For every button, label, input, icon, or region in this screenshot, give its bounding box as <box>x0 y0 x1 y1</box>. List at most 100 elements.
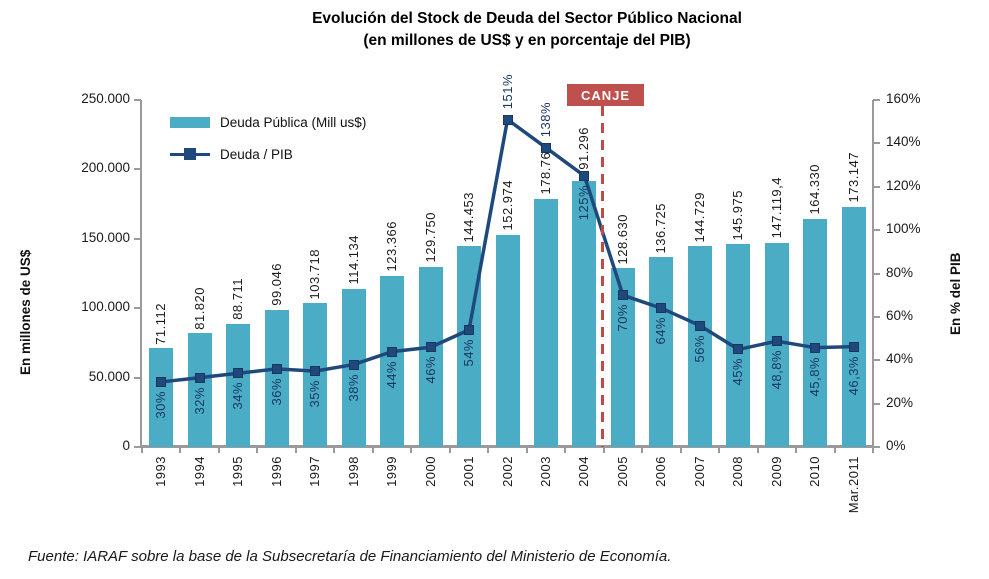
right-axis-tick <box>873 185 880 188</box>
source-note: Fuente: IARAF sobre la base de la Subsec… <box>28 548 672 565</box>
x-tick-label: 2010 <box>807 456 823 487</box>
x-axis-tick <box>641 448 644 453</box>
y-tick-label-left: 250.000 <box>81 91 130 106</box>
pct-label: 151% <box>499 74 515 110</box>
bar-value-label: 99.046 <box>268 262 284 306</box>
pct-label: 35% <box>307 380 323 408</box>
bar <box>495 234 520 447</box>
right-axis-tick <box>873 402 880 405</box>
line-marker <box>348 359 359 370</box>
pct-label: 64% <box>653 317 669 345</box>
line-marker <box>656 303 667 314</box>
x-tick-label: 2003 <box>537 456 553 487</box>
pct-label: 45,8% <box>807 356 823 397</box>
bar-value-label: 164.330 <box>807 164 823 215</box>
right-axis-tick <box>873 359 880 362</box>
line-marker <box>271 363 282 374</box>
y-tick-label-right: 80% <box>886 264 914 280</box>
left-axis-tick <box>134 307 141 310</box>
legend-line-label: Deuda / PIB <box>220 146 293 162</box>
right-axis-tick <box>873 142 880 145</box>
left-axis-tick <box>134 376 141 379</box>
y-tick-label-right: 0% <box>886 438 906 453</box>
y-tick-label-left: 200.000 <box>81 160 130 176</box>
y-tick-label-left: 100.000 <box>81 299 130 315</box>
x-axis-tick <box>217 448 220 453</box>
line-marker <box>425 342 436 353</box>
canje-label: CANJE <box>567 84 644 106</box>
x-tick-label: 2008 <box>730 456 746 487</box>
line-marker <box>540 142 551 153</box>
x-tick-label: 2004 <box>576 456 592 487</box>
x-tick-label: 1998 <box>345 456 361 487</box>
y-tick-label-right: 40% <box>886 351 914 367</box>
x-axis-tick <box>487 448 490 453</box>
bar <box>533 198 558 447</box>
bar-value-label: 191.296 <box>576 126 592 178</box>
bar-value-label: 145.975 <box>730 189 746 241</box>
x-tick-label: 1997 <box>307 456 323 487</box>
line-marker <box>310 366 321 377</box>
x-tick-label: 2000 <box>422 456 438 487</box>
right-axis-tick <box>873 99 880 101</box>
x-tick-label: 2009 <box>768 456 784 487</box>
y-tick-label-right: 100% <box>886 221 921 237</box>
x-tick-label: 1993 <box>153 456 169 487</box>
chart-title-line1: Evolución del Stock de Deuda del Sector … <box>312 10 742 27</box>
x-axis-tick <box>179 448 182 453</box>
x-axis-tick <box>141 448 143 453</box>
chart-title: Evolución del Stock de Deuda del Sector … <box>65 8 989 52</box>
x-axis-tick <box>371 448 374 453</box>
y-tick-label-right: 120% <box>886 177 921 193</box>
pct-label: 45% <box>730 358 746 386</box>
line-marker <box>387 346 398 357</box>
line-marker <box>579 170 590 181</box>
bar <box>649 257 674 447</box>
bar <box>572 181 597 447</box>
pct-label: 30% <box>153 390 169 419</box>
x-tick-label: 1999 <box>384 456 400 487</box>
bar-swatch-icon <box>170 116 210 128</box>
bar-value-label: 88.711 <box>230 278 246 320</box>
right-axis-tick <box>873 272 880 275</box>
x-axis-tick <box>679 448 682 453</box>
pct-label: 34% <box>230 382 246 410</box>
bar-value-label: 144.453 <box>461 192 477 243</box>
bar-value-label: 136.725 <box>653 202 669 254</box>
pct-label: 38% <box>345 373 361 402</box>
line-marker-icon <box>170 148 210 160</box>
pct-label: 125% <box>576 184 592 221</box>
bar-value-label: 128.630 <box>614 213 630 265</box>
x-tick-label: 2002 <box>499 456 515 487</box>
line-marker <box>502 114 513 125</box>
right-axis-tick <box>873 229 880 232</box>
line-marker <box>848 341 859 352</box>
bar-value-label: 114.134 <box>345 235 361 285</box>
bar <box>803 218 828 447</box>
x-tick-label: 1994 <box>191 456 207 487</box>
x-axis-tick <box>294 448 297 453</box>
x-tick-label: 1996 <box>268 456 284 487</box>
x-tick-label: 2006 <box>653 456 669 487</box>
x-axis-tick <box>602 448 605 453</box>
y-tick-label-left: 150.000 <box>81 229 130 245</box>
y-tick-label-left: 50.000 <box>88 368 130 384</box>
right-axis-tick <box>873 315 880 318</box>
pct-label: 32% <box>191 386 207 415</box>
x-axis-tick <box>833 448 836 453</box>
bar-value-label: 144.729 <box>691 191 707 243</box>
pct-label: 44% <box>384 360 400 389</box>
line-marker <box>810 342 821 353</box>
bar-value-label: 173.147 <box>845 152 861 203</box>
pct-label: 48,8% <box>768 350 784 390</box>
x-axis-tick <box>525 448 528 453</box>
pct-label: 46% <box>422 356 438 384</box>
y-tick-label-right: 20% <box>886 394 914 410</box>
x-axis-tick <box>448 448 451 453</box>
x-axis-tick <box>410 448 413 453</box>
pct-label: 70% <box>614 304 630 332</box>
x-axis-tick <box>564 448 567 453</box>
